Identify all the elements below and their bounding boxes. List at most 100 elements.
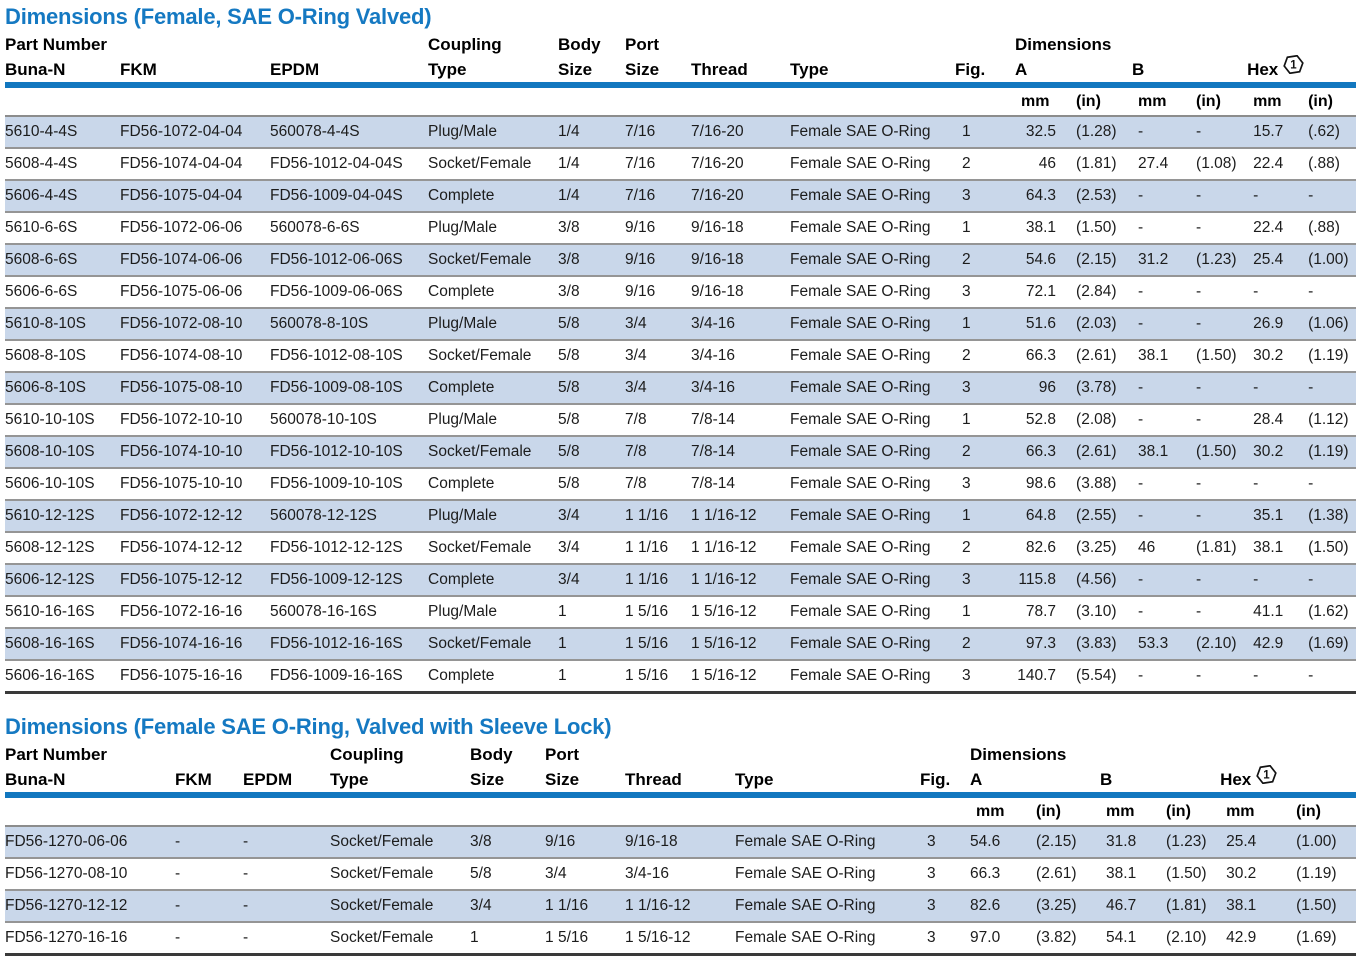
- cell: (1.28): [1076, 123, 1117, 140]
- header-spacer: [5, 85, 1016, 117]
- cell: Complete: [428, 571, 495, 588]
- cell: FD56-1012-08-10S: [270, 347, 403, 364]
- cell: FD56-1075-04-04: [120, 187, 243, 204]
- cell: 54.6: [970, 833, 1001, 850]
- cell: -: [1138, 219, 1144, 236]
- header-spacer: [790, 35, 955, 55]
- cell: 5/8: [558, 411, 580, 428]
- header-spacer: [691, 35, 790, 55]
- col-header-thread: Thread: [691, 55, 791, 88]
- cell: 5610-10-10S: [5, 411, 95, 428]
- cell: -: [243, 833, 249, 850]
- cell: 38.1: [1138, 443, 1169, 460]
- cell: -: [175, 929, 181, 946]
- svg-text:1: 1: [1291, 60, 1298, 72]
- cell: 66.3: [970, 865, 1001, 882]
- cell: (1.62): [1308, 603, 1349, 620]
- cell: -: [1308, 571, 1314, 588]
- col-header-type: Type: [735, 765, 921, 798]
- cell: 3/4-16: [691, 379, 735, 396]
- subheader-hex-mm: mm: [1220, 795, 1291, 827]
- cell: 1 5/16-12: [691, 635, 757, 652]
- cell: (1.23): [1166, 833, 1207, 850]
- cell: 1 1/16: [625, 539, 669, 556]
- cell: FD56-1009-10-10S: [270, 475, 403, 492]
- part-number-group-header: Part Number: [5, 745, 108, 764]
- cell: FD56-1075-16-16: [120, 667, 243, 684]
- cell: 46: [1138, 539, 1156, 556]
- body-header-line1: Body: [470, 745, 513, 764]
- cell: 140.7: [1017, 667, 1057, 684]
- cell: FD56-1012-16-16S: [270, 635, 403, 652]
- cell: (2.61): [1036, 865, 1077, 882]
- col-header-hex: Hex 1: [1220, 764, 1357, 798]
- cell: Plug/Male: [428, 123, 497, 140]
- cell: Socket/Female: [428, 155, 532, 172]
- cell: 5610-8-10S: [5, 315, 87, 332]
- cell: 560078-12-12S: [270, 507, 377, 524]
- cell: 42.9: [1253, 635, 1284, 652]
- cell: FD56-1009-12-12S: [270, 571, 403, 588]
- cell: (1.19): [1296, 865, 1337, 882]
- cell: (3.83): [1076, 635, 1117, 652]
- cell: -: [1196, 507, 1202, 524]
- table-row: FD56-1270-06-06 - - Socket/Female 3/8 9/16 9/1…: [5, 826, 1357, 858]
- cell: 1 5/16: [625, 603, 669, 620]
- cell: 30.2: [1226, 865, 1257, 882]
- cell: -: [1138, 411, 1144, 428]
- cell: 3: [962, 187, 971, 204]
- cell: 3/4: [558, 507, 580, 524]
- cell: -: [1196, 571, 1202, 588]
- cell: Plug/Male: [428, 411, 497, 428]
- cell: 2: [962, 539, 971, 556]
- cell: 5608-16-16S: [5, 635, 95, 652]
- dimensions-group-header: Dimensions: [1015, 35, 1112, 54]
- cell: Complete: [428, 667, 495, 684]
- cell: (1.19): [1308, 443, 1349, 460]
- table-row: 5608-16-16S FD56-1074-16-16 FD56-1012-16-1…: [5, 628, 1357, 660]
- cell: -: [1253, 571, 1259, 588]
- header-spacer: [920, 745, 970, 765]
- subheader-hex-mm: mm: [1247, 85, 1303, 117]
- table-row: FD56-1270-08-10 - - Socket/Female 5/8 3/4 3/4-…: [5, 858, 1357, 890]
- cell: 9/16-18: [691, 219, 744, 236]
- cell: 97.3: [1025, 635, 1057, 652]
- table-row: 5606-8-10S FD56-1075-08-10 FD56-1009-08-10…: [5, 372, 1357, 404]
- cell: 3/8: [558, 219, 580, 236]
- cell: 97.0: [970, 929, 1001, 946]
- cell: FD56-1072-08-10: [120, 315, 243, 332]
- cell: 1: [558, 635, 567, 652]
- cell: 30.2: [1253, 347, 1284, 364]
- cell: 25.4: [1226, 833, 1257, 850]
- table-section-sleeve-lock: Dimensions (Female SAE O-Ring, Valved wi…: [5, 714, 1361, 956]
- cell: (3.78): [1076, 379, 1117, 396]
- header-spacer: [955, 35, 1015, 55]
- col-header-epdm: EPDM: [270, 55, 429, 88]
- cell: Socket/Female: [428, 443, 532, 460]
- cell: Female SAE O-Ring: [790, 347, 931, 364]
- cell: 1/4: [558, 123, 580, 140]
- cell: 7/16: [625, 187, 656, 204]
- cell: 3: [962, 379, 971, 396]
- hexagon-note-1-icon: 1: [1256, 764, 1278, 789]
- cell: -: [1138, 379, 1144, 396]
- cell: 1 5/16-12: [625, 929, 691, 946]
- cell: -: [243, 929, 249, 946]
- cell: 5608-8-10S: [5, 347, 87, 364]
- cell: 98.6: [1025, 475, 1057, 492]
- cell: 3: [962, 475, 971, 492]
- cell: 9/16: [625, 283, 656, 300]
- table-row: 5610-4-4S FD56-1072-04-04 560078-4-4S Plug/…: [5, 116, 1357, 148]
- table1-title: Dimensions (Female, SAE O-Ring Valved): [5, 4, 432, 29]
- cell: Socket/Female: [330, 865, 434, 882]
- cell: (2.61): [1076, 347, 1117, 364]
- cell: 1/4: [558, 187, 580, 204]
- cell: Female SAE O-Ring: [790, 507, 931, 524]
- cell: Complete: [428, 283, 495, 300]
- cell: FD56-1012-10-10S: [270, 443, 403, 460]
- cell: -: [243, 865, 249, 882]
- cell: (5.54): [1076, 667, 1117, 684]
- cell: -: [1196, 411, 1202, 428]
- cell: -: [1138, 123, 1144, 140]
- cell: 1: [962, 219, 971, 236]
